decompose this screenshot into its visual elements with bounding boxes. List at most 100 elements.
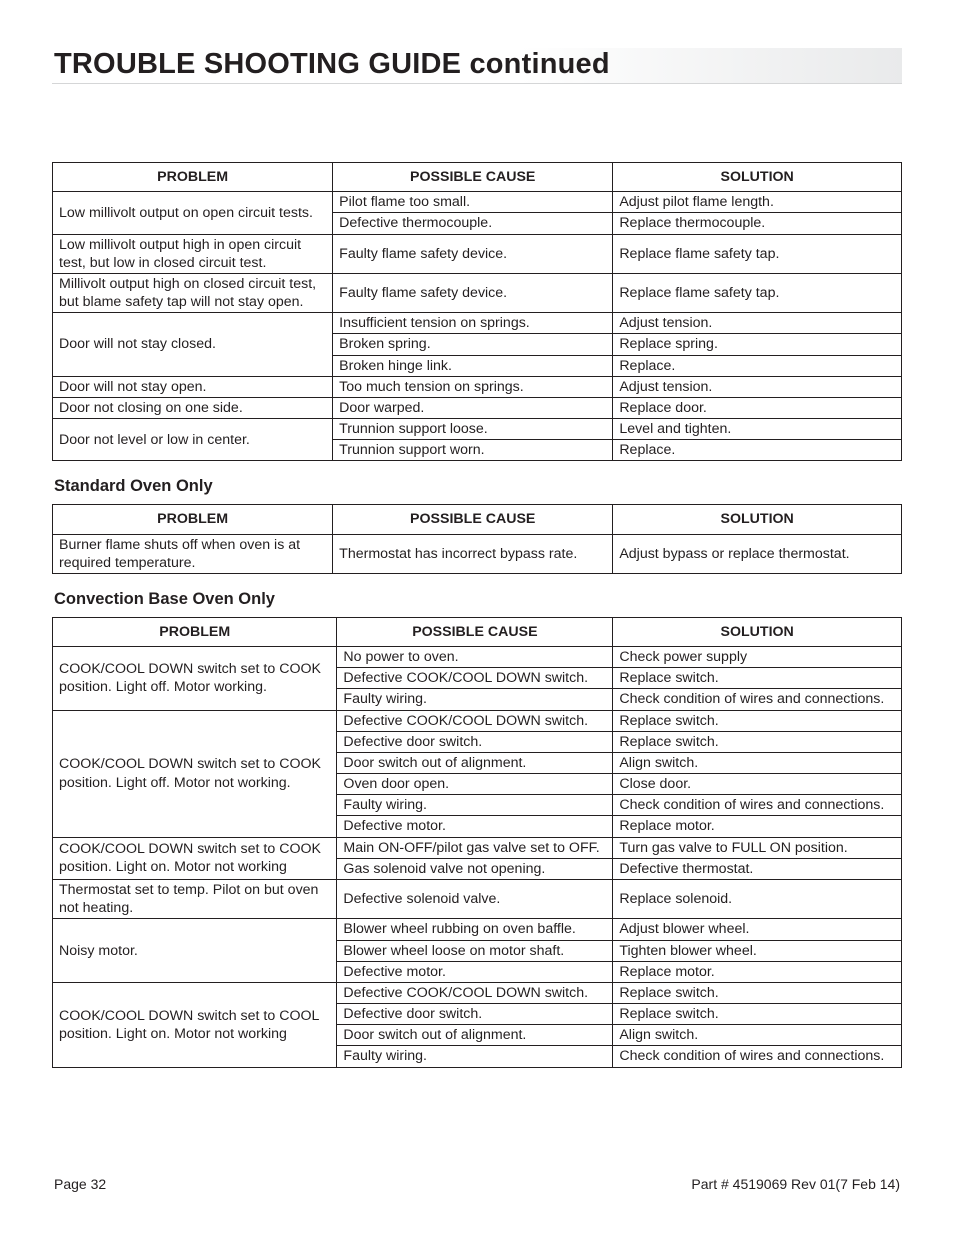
cell-cause: Defective COOK/COOL DOWN switch. [337, 668, 613, 689]
cell-solution: Replace spring. [613, 334, 902, 355]
cell-cause: Faulty flame safety device. [333, 234, 613, 273]
cell-solution: Replace thermocouple. [613, 213, 902, 234]
col-problem: PROBLEM [53, 163, 333, 192]
cell-problem: Low millivolt output high in open circui… [53, 234, 333, 273]
title-bar: TROUBLE SHOOTING GUIDE continued [52, 48, 902, 84]
table-row: Low millivolt output on open circuit tes… [53, 192, 902, 213]
cell-cause: Faulty wiring. [337, 689, 613, 710]
cell-cause: Defective COOK/COOL DOWN switch. [337, 710, 613, 731]
table-row: Millivolt output high on closed circuit … [53, 273, 902, 312]
cell-cause: Main ON-OFF/pilot gas valve set to OFF. [337, 837, 613, 858]
cell-solution: Replace solenoid. [613, 879, 902, 918]
table-row: Noisy motor. Blower wheel rubbing on ove… [53, 919, 902, 940]
table-row: Door not closing on one side. Door warpe… [53, 397, 902, 418]
table-row: Door not level or low in center. Trunnio… [53, 419, 902, 440]
table-row: Door will not stay open. Too much tensio… [53, 376, 902, 397]
cell-cause: Too much tension on springs. [333, 376, 613, 397]
cell-cause: Oven door open. [337, 774, 613, 795]
cell-solution: Adjust bypass or replace thermostat. [613, 534, 902, 573]
cell-solution: Tighten blower wheel. [613, 940, 902, 961]
cell-problem: Door not closing on one side. [53, 397, 333, 418]
cell-cause: Faulty wiring. [337, 795, 613, 816]
cell-problem: Door will not stay closed. [53, 313, 333, 377]
cell-solution: Adjust tension. [613, 376, 902, 397]
col-solution: SOLUTION [613, 505, 902, 534]
cell-problem: COOK/COOL DOWN switch set to COOK positi… [53, 837, 337, 879]
page: TROUBLE SHOOTING GUIDE continued PROBLEM… [0, 0, 954, 1232]
cell-cause: Defective motor. [337, 961, 613, 982]
cell-cause: Insufficient tension on springs. [333, 313, 613, 334]
col-cause: POSSIBLE CAUSE [337, 617, 613, 646]
cell-cause: Trunnion support loose. [333, 419, 613, 440]
cell-problem: COOK/COOL DOWN switch set to COOK positi… [53, 710, 337, 837]
cell-cause: Gas solenoid valve not opening. [337, 858, 613, 879]
cell-solution: Replace switch. [613, 710, 902, 731]
cell-problem: Door not level or low in center. [53, 419, 333, 461]
table-row: Burner flame shuts off when oven is at r… [53, 534, 902, 573]
cell-problem: Thermostat set to temp. Pilot on but ove… [53, 879, 337, 918]
cell-cause: Blower wheel loose on motor shaft. [337, 940, 613, 961]
col-solution: SOLUTION [613, 163, 902, 192]
col-problem: PROBLEM [53, 505, 333, 534]
cell-cause: Broken hinge link. [333, 355, 613, 376]
cell-problem: Low millivolt output on open circuit tes… [53, 192, 333, 234]
troubleshooting-table-general: PROBLEM POSSIBLE CAUSE SOLUTION Low mill… [52, 162, 902, 461]
table-row: Low millivolt output high in open circui… [53, 234, 902, 273]
cell-solution: Replace flame safety tap. [613, 234, 902, 273]
section-heading-convection-oven: Convection Base Oven Only [54, 590, 902, 609]
cell-solution: Check power supply [613, 647, 902, 668]
footer-page-number: Page 32 [54, 1176, 106, 1192]
troubleshooting-table-convection-oven: PROBLEM POSSIBLE CAUSE SOLUTION COOK/COO… [52, 617, 902, 1068]
cell-solution: Replace door. [613, 397, 902, 418]
table-row: COOK/COOL DOWN switch set to COOL positi… [53, 982, 902, 1003]
cell-problem: COOK/COOL DOWN switch set to COOK positi… [53, 647, 337, 711]
cell-solution: Defective thermostat. [613, 858, 902, 879]
cell-solution: Align switch. [613, 1025, 902, 1046]
cell-cause: Faulty wiring. [337, 1046, 613, 1067]
table-header-row: PROBLEM POSSIBLE CAUSE SOLUTION [53, 617, 902, 646]
cell-solution: Replace switch. [613, 668, 902, 689]
cell-cause: Defective thermocouple. [333, 213, 613, 234]
cell-solution: Replace motor. [613, 961, 902, 982]
cell-cause: Thermostat has incorrect bypass rate. [333, 534, 613, 573]
cell-cause: Door switch out of alignment. [337, 752, 613, 773]
col-problem: PROBLEM [53, 617, 337, 646]
cell-cause: Broken spring. [333, 334, 613, 355]
cell-solution: Replace. [613, 355, 902, 376]
cell-solution: Adjust blower wheel. [613, 919, 902, 940]
table-header-row: PROBLEM POSSIBLE CAUSE SOLUTION [53, 505, 902, 534]
cell-cause: Faulty flame safety device. [333, 273, 613, 312]
cell-solution: Align switch. [613, 752, 902, 773]
table-header-row: PROBLEM POSSIBLE CAUSE SOLUTION [53, 163, 902, 192]
page-title: TROUBLE SHOOTING GUIDE continued [54, 48, 902, 81]
col-cause: POSSIBLE CAUSE [333, 163, 613, 192]
cell-problem: Millivolt output high on closed circuit … [53, 273, 333, 312]
cell-cause: Defective COOK/COOL DOWN switch. [337, 982, 613, 1003]
cell-solution: Replace motor. [613, 816, 902, 837]
cell-cause: Defective door switch. [337, 731, 613, 752]
cell-cause: Trunnion support worn. [333, 440, 613, 461]
cell-problem: COOK/COOL DOWN switch set to COOL positi… [53, 982, 337, 1067]
page-footer: Page 32 Part # 4519069 Rev 01(7 Feb 14) [52, 1176, 902, 1192]
cell-problem: Door will not stay open. [53, 376, 333, 397]
cell-solution: Close door. [613, 774, 902, 795]
cell-solution: Replace switch. [613, 982, 902, 1003]
table-row: COOK/COOL DOWN switch set to COOK positi… [53, 837, 902, 858]
troubleshooting-table-standard-oven: PROBLEM POSSIBLE CAUSE SOLUTION Burner f… [52, 504, 902, 574]
cell-cause: Defective motor. [337, 816, 613, 837]
cell-cause: Door switch out of alignment. [337, 1025, 613, 1046]
footer-part-number: Part # 4519069 Rev 01(7 Feb 14) [691, 1176, 900, 1192]
cell-cause: Door warped. [333, 397, 613, 418]
cell-solution: Level and tighten. [613, 419, 902, 440]
col-cause: POSSIBLE CAUSE [333, 505, 613, 534]
col-solution: SOLUTION [613, 617, 902, 646]
cell-cause: Defective door switch. [337, 1004, 613, 1025]
cell-solution: Adjust pilot flame length. [613, 192, 902, 213]
cell-cause: No power to oven. [337, 647, 613, 668]
cell-solution: Replace switch. [613, 1004, 902, 1025]
cell-solution: Check condition of wires and connections… [613, 1046, 902, 1067]
cell-solution: Replace flame safety tap. [613, 273, 902, 312]
cell-cause: Blower wheel rubbing on oven baffle. [337, 919, 613, 940]
cell-cause: Pilot flame too small. [333, 192, 613, 213]
table-row: Door will not stay closed. Insufficient … [53, 313, 902, 334]
